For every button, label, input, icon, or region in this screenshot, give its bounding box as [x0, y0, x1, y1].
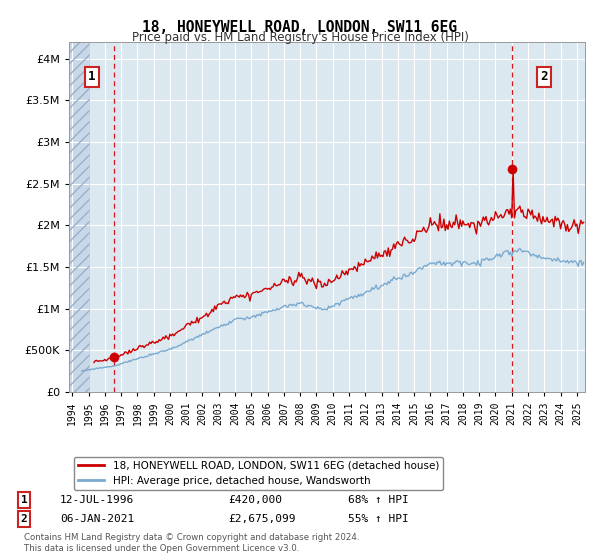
- Text: 2: 2: [20, 514, 28, 524]
- Text: 06-JAN-2021: 06-JAN-2021: [60, 514, 134, 524]
- Text: 1: 1: [88, 71, 95, 83]
- Text: 1: 1: [20, 495, 28, 505]
- Text: 55% ↑ HPI: 55% ↑ HPI: [348, 514, 409, 524]
- Legend: 18, HONEYWELL ROAD, LONDON, SW11 6EG (detached house), HPI: Average price, detac: 18, HONEYWELL ROAD, LONDON, SW11 6EG (de…: [74, 457, 443, 490]
- Text: £2,675,099: £2,675,099: [228, 514, 296, 524]
- Text: Price paid vs. HM Land Registry's House Price Index (HPI): Price paid vs. HM Land Registry's House …: [131, 31, 469, 44]
- Text: 68% ↑ HPI: 68% ↑ HPI: [348, 495, 409, 505]
- Text: £420,000: £420,000: [228, 495, 282, 505]
- Text: Contains HM Land Registry data © Crown copyright and database right 2024.
This d: Contains HM Land Registry data © Crown c…: [24, 533, 359, 553]
- Text: 2: 2: [541, 71, 548, 83]
- Text: 12-JUL-1996: 12-JUL-1996: [60, 495, 134, 505]
- Text: 18, HONEYWELL ROAD, LONDON, SW11 6EG: 18, HONEYWELL ROAD, LONDON, SW11 6EG: [143, 20, 458, 35]
